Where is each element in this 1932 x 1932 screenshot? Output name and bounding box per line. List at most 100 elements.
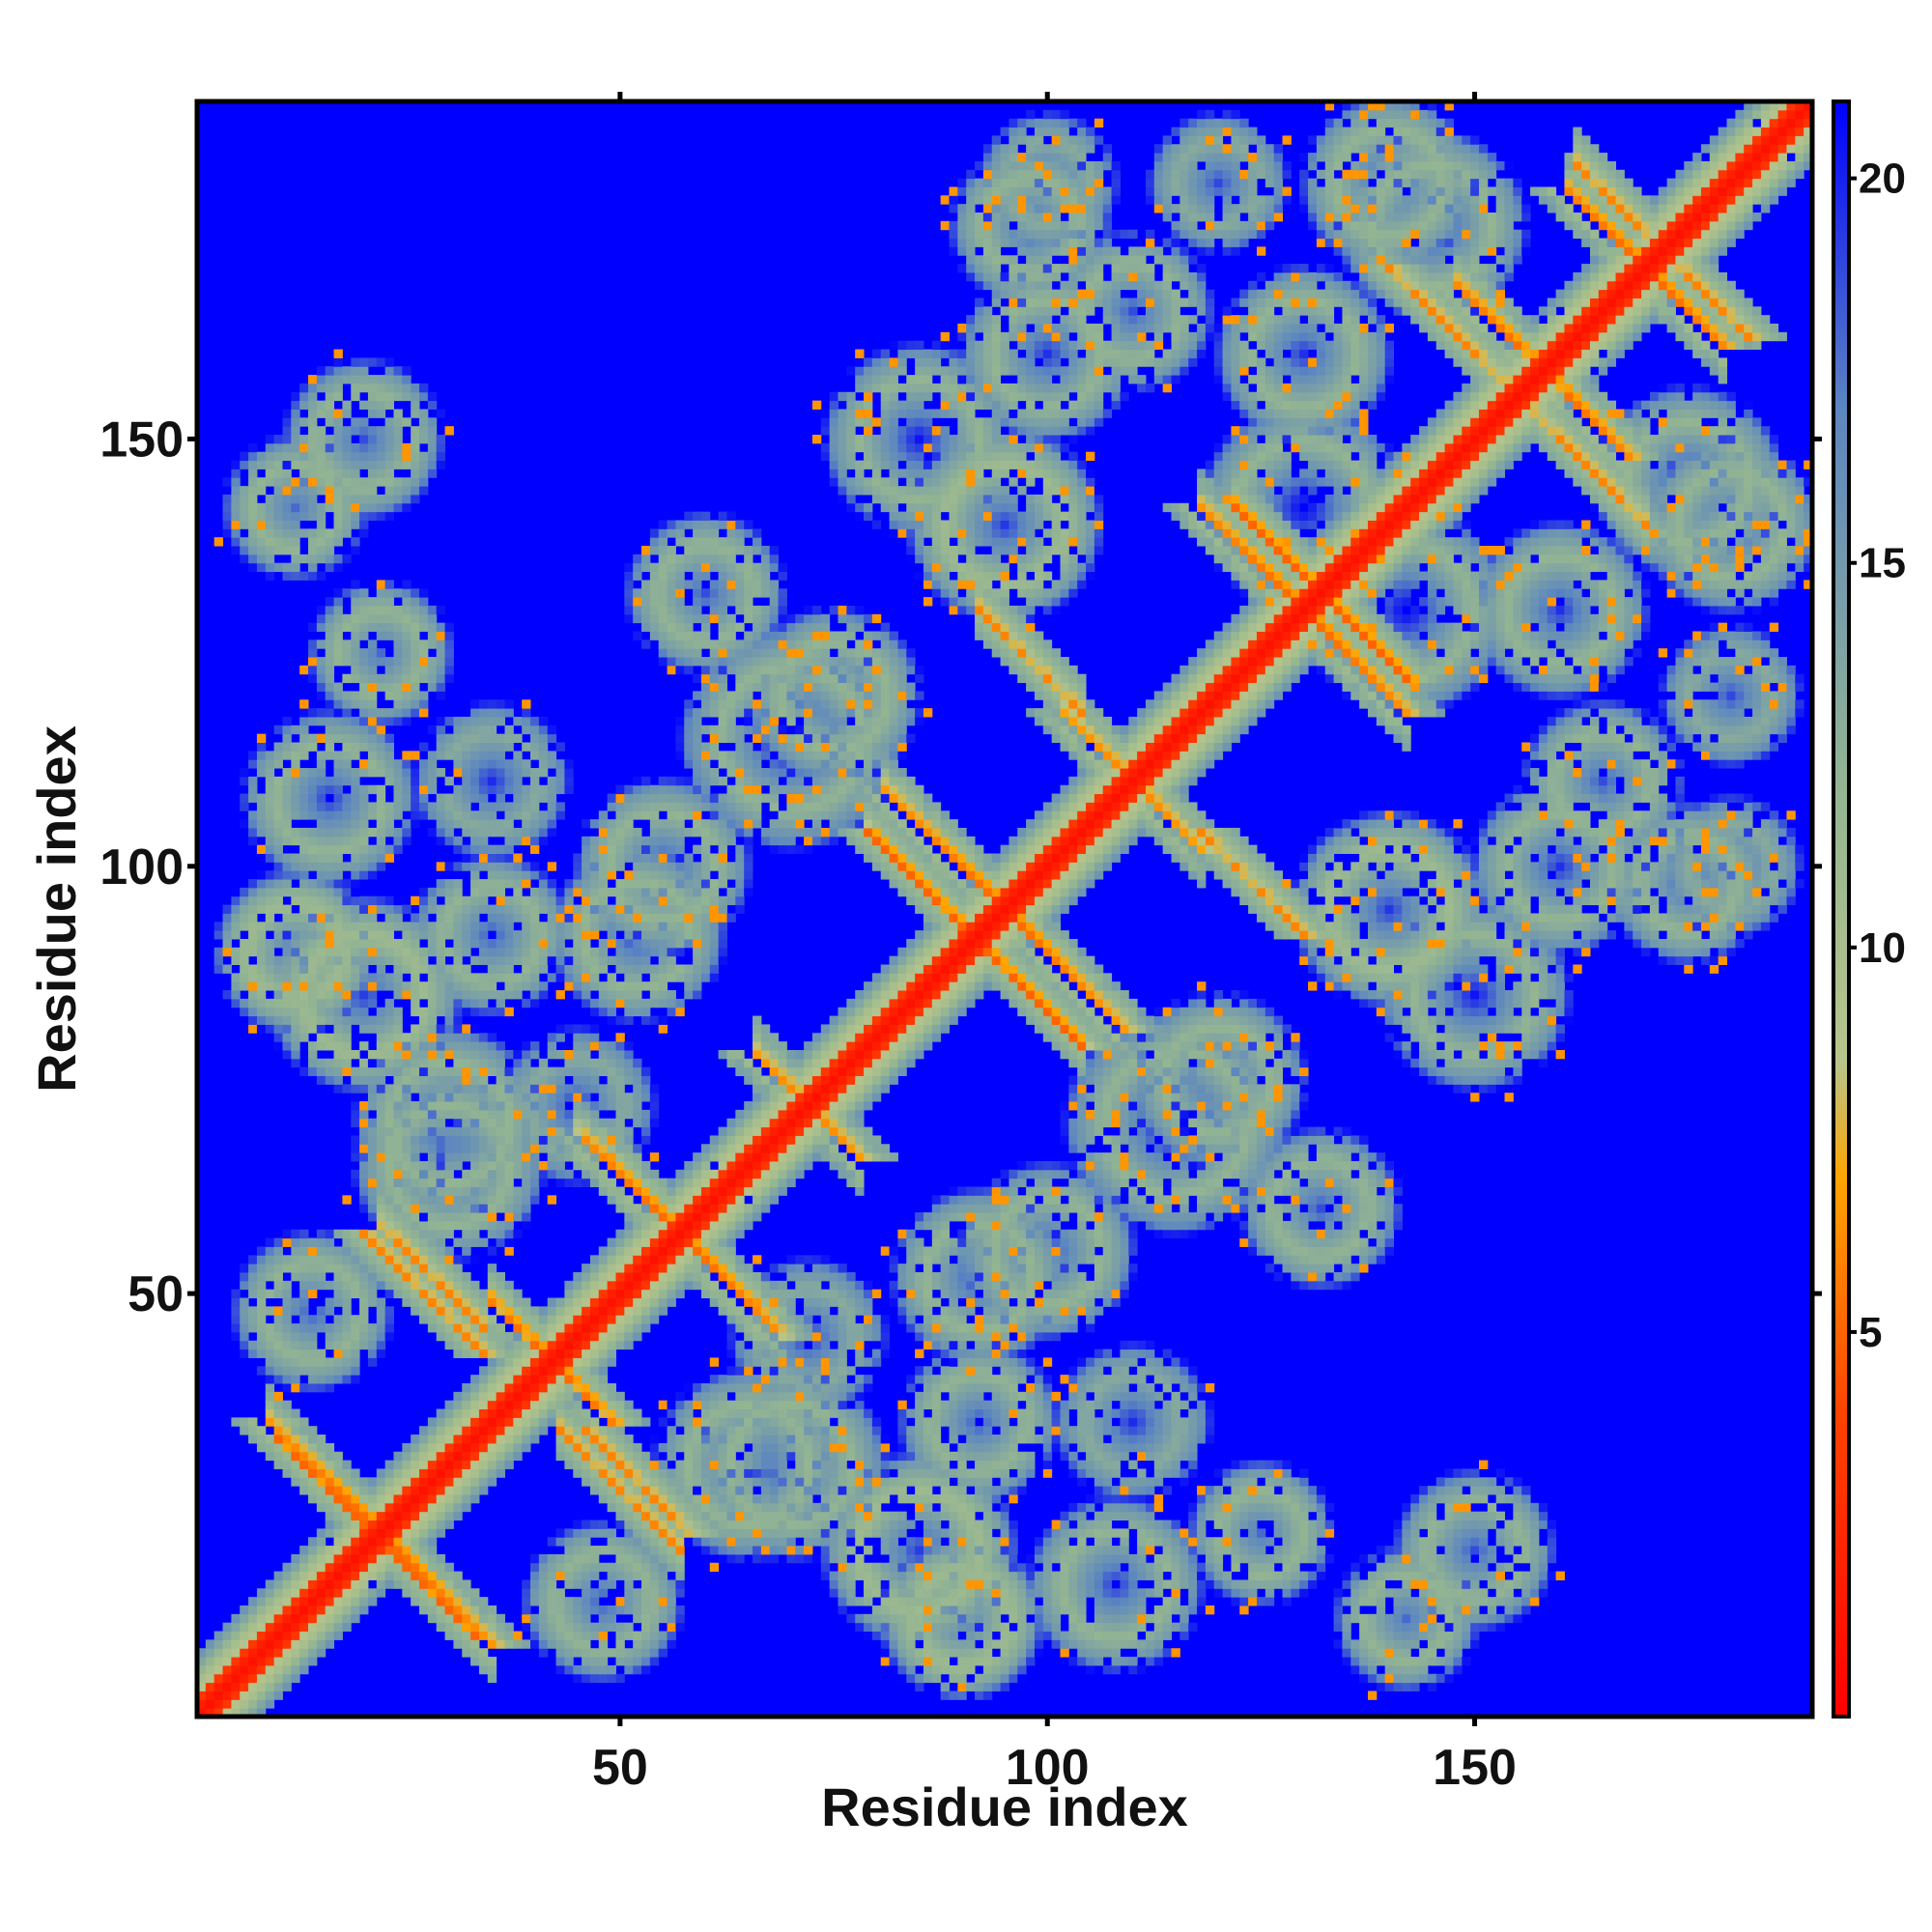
heatmap-cell [675, 827, 685, 838]
heatmap-cell [615, 1135, 625, 1145]
heatmap-cell [359, 1144, 369, 1153]
heatmap-cell [649, 1118, 660, 1128]
heatmap-cell [564, 1331, 574, 1342]
heatmap-cell [411, 486, 420, 496]
heatmap-cell [555, 1323, 565, 1333]
heatmap-cell [384, 1101, 394, 1111]
heatmap-cell [641, 1468, 651, 1478]
heatmap-cell [299, 981, 309, 991]
heatmap-cell [607, 1451, 616, 1462]
heatmap-cell [419, 477, 429, 487]
heatmap-cell [582, 938, 591, 949]
heatmap-cell [351, 546, 360, 555]
heatmap-cell [496, 1118, 505, 1128]
heatmap-cell [700, 1178, 711, 1188]
heatmap-cell [282, 1349, 292, 1358]
heatmap-cell [240, 1271, 249, 1282]
heatmap-cell [384, 922, 394, 931]
heatmap-cell [419, 1289, 429, 1299]
heatmap-cell [436, 1297, 446, 1307]
heatmap-cell [478, 1093, 489, 1102]
heatmap-cell [700, 1204, 711, 1213]
heatmap-cell [213, 1648, 224, 1658]
heatmap-cells [197, 101, 1813, 1718]
heatmap-cell [462, 1186, 471, 1196]
heatmap-cell [316, 879, 327, 889]
heatmap-cell [402, 1571, 412, 1580]
heatmap-cell [333, 1297, 343, 1307]
heatmap-cell [265, 955, 275, 966]
heatmap-cell [308, 1058, 318, 1068]
heatmap-cell [282, 1631, 292, 1640]
heatmap-cell [693, 639, 702, 649]
heatmap-cell [393, 1546, 403, 1555]
heatmap-cell [351, 1375, 360, 1384]
heatmap-cell [316, 1597, 327, 1606]
heatmap-cell [248, 1657, 258, 1666]
heatmap-cell [582, 1537, 591, 1547]
heatmap-cell [462, 827, 471, 838]
heatmap-cell [667, 998, 676, 1009]
heatmap-cell [478, 716, 489, 726]
heatmap-cell [607, 1340, 616, 1350]
heatmap-cell [308, 810, 318, 820]
heatmap-cell [598, 810, 609, 820]
heatmap-cell [325, 716, 335, 726]
heatmap-cell [504, 1007, 514, 1017]
heatmap-cell [316, 1442, 327, 1453]
heatmap-cell [393, 844, 403, 854]
heatmap-cell [265, 998, 275, 1009]
heatmap-cell [359, 836, 369, 846]
heatmap-cell [351, 913, 360, 923]
heatmap-cell [453, 1613, 463, 1624]
heatmap-cell [504, 1289, 514, 1299]
heatmap-cell [547, 1417, 557, 1427]
heatmap-cell [667, 1588, 676, 1598]
heatmap-cell [333, 853, 343, 863]
heatmap-cell [453, 1204, 463, 1213]
heatmap-cell [351, 1579, 360, 1589]
heatmap-cell [649, 895, 660, 906]
heatmap-cell [633, 853, 642, 863]
heatmap-cell [693, 1220, 702, 1231]
heatmap-cell [231, 1699, 241, 1709]
heatmap-cell [299, 435, 309, 444]
heatmap-cell [513, 1109, 523, 1120]
heatmap-cell [351, 1246, 360, 1256]
heatmap-cell [308, 1271, 318, 1282]
heatmap-cell [522, 973, 531, 982]
heatmap-cell [402, 1579, 412, 1589]
heatmap-cell [470, 1588, 480, 1598]
heatmap-cell [522, 724, 531, 735]
heatmap-cell [487, 990, 497, 1000]
heatmap-cell [470, 1075, 480, 1085]
heatmap-cell [624, 1178, 634, 1188]
heatmap-cell [436, 1417, 446, 1427]
heatmap-cell [393, 426, 403, 436]
heatmap-cell [470, 1331, 480, 1342]
heatmap-cell [248, 460, 258, 469]
heatmap-cell [641, 1664, 651, 1675]
heatmap-cell [496, 1195, 505, 1205]
heatmap-cell [333, 451, 343, 462]
heatmap-cell [402, 1493, 412, 1504]
heatmap-cell [240, 1631, 249, 1640]
heatmap-cell [325, 665, 335, 675]
heatmap-cell [333, 1033, 343, 1042]
heatmap-cell [478, 759, 489, 769]
heatmap-cell [367, 938, 378, 949]
heatmap-cell [633, 836, 642, 846]
heatmap-cell [700, 1408, 711, 1418]
heatmap-cell [675, 844, 685, 854]
heatmap-cell [273, 887, 283, 897]
heatmap-cell [453, 1237, 463, 1247]
heatmap-cell [282, 435, 292, 444]
heatmap-cell [333, 1553, 343, 1564]
heatmap-cell [351, 1528, 360, 1538]
heatmap-cell [641, 1280, 651, 1291]
heatmap-cell [538, 870, 549, 880]
heatmap-cell [487, 1212, 497, 1222]
heatmap-cell [487, 1657, 497, 1666]
heatmap-cell [402, 1468, 412, 1478]
heatmap-cell [513, 793, 523, 803]
